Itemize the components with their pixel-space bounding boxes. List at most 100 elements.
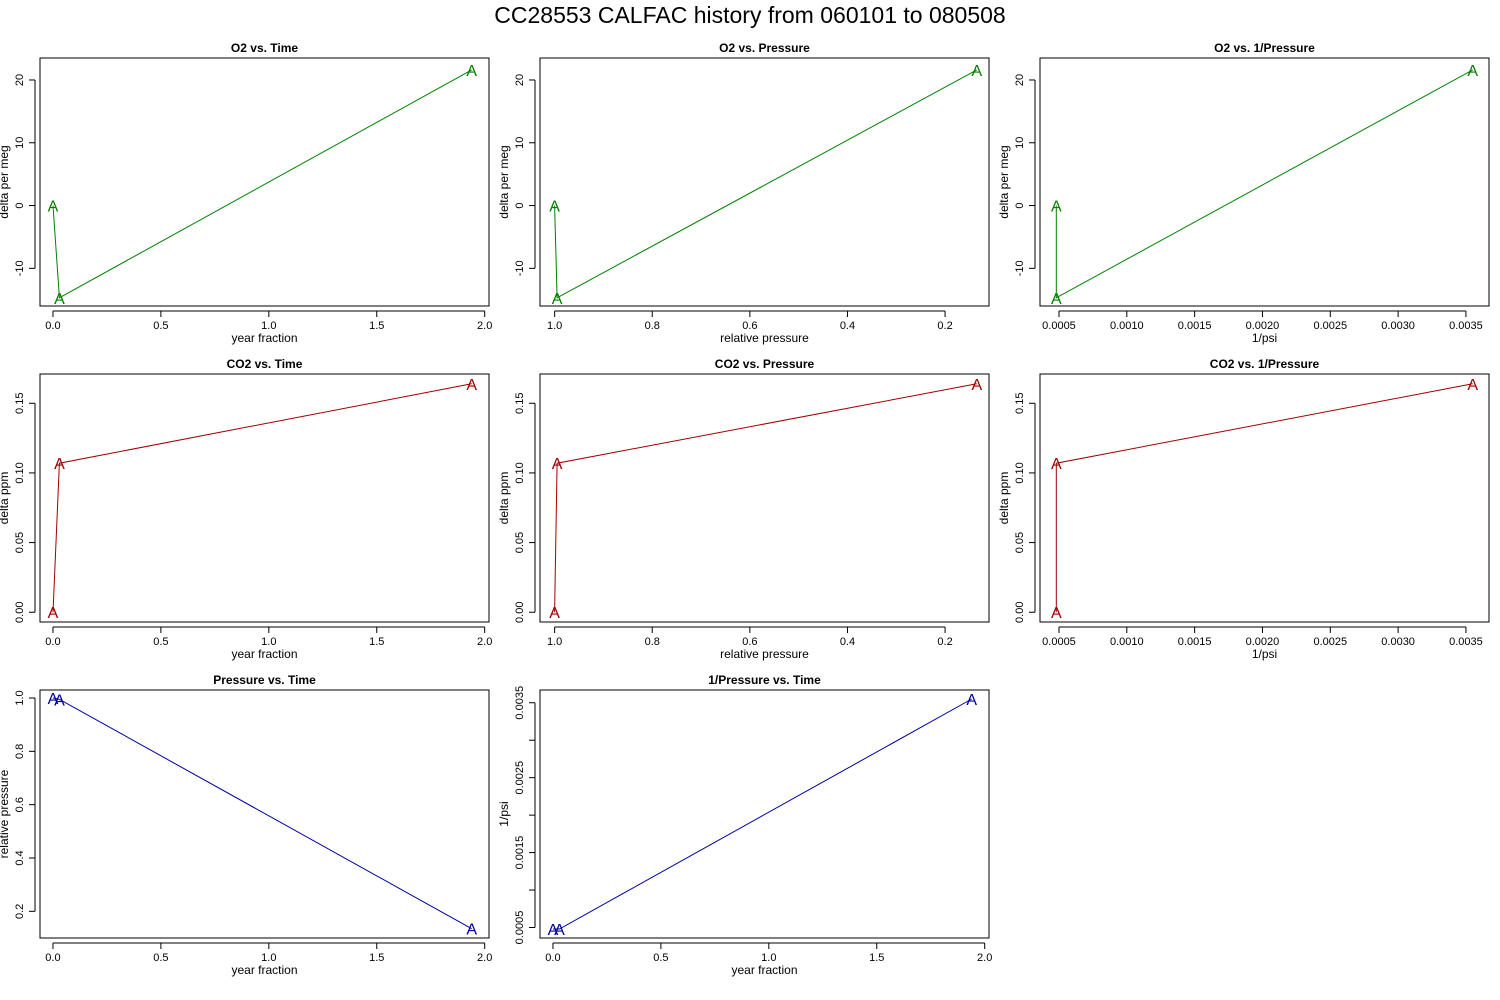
data-point-marker: A	[48, 199, 59, 216]
series-line	[553, 698, 972, 930]
series-line	[52, 383, 472, 613]
data-point-marker: A	[549, 605, 560, 622]
y-tick-label: 0.10	[1014, 462, 1026, 483]
data-point-marker: A	[48, 691, 59, 708]
x-tick-label: 2.0	[477, 952, 492, 964]
y-tick-label: 1.0	[14, 690, 26, 705]
chart-title: CO2 vs. Time	[227, 357, 303, 371]
x-tick-label: 1.0	[261, 952, 276, 964]
x-tick-label: 0.0020	[1246, 320, 1280, 332]
x-axis-label: 1/psi	[1252, 647, 1277, 661]
plot-frame	[539, 373, 990, 623]
series-line	[52, 697, 472, 930]
y-tick-label: 10	[1014, 137, 1026, 149]
y-tick-label: 0.10	[14, 462, 26, 483]
chart-panel-6: CO2 vs. 1/Pressure 0.0005 0.0010 0.0015 0.00…	[997, 357, 1490, 661]
data-point-marker: A	[1467, 63, 1478, 80]
y-axis-label: relative pressure	[0, 769, 11, 858]
y-tick-label: 20	[514, 74, 526, 86]
y-tick-label: 0.00	[1014, 602, 1026, 623]
y-tick-label: 0.00	[514, 602, 526, 623]
data-point-marker: A	[1051, 199, 1062, 216]
y-tick-label: 0.15	[514, 393, 526, 414]
plot-frame	[539, 57, 990, 307]
x-tick-label: 0.0010	[1110, 320, 1144, 332]
x-axis-label: relative pressure	[720, 331, 809, 345]
data-point-marker: A	[1051, 605, 1062, 622]
x-tick-label: 0.0	[45, 636, 60, 648]
chart-title: O2 vs. Time	[231, 41, 298, 55]
x-tick-label: 1.5	[369, 636, 384, 648]
x-tick-label: 0.5	[153, 320, 168, 332]
plot-frame	[39, 689, 490, 939]
x-tick-label: 0.6	[742, 320, 757, 332]
y-tick-label: 20	[14, 74, 26, 86]
chart-panel-8: 1/Pressure vs. Time 0.0 0.5 1.0 1.5 2.0 year f…	[497, 673, 992, 977]
x-tick-label: 0.0035	[1449, 636, 1483, 648]
plot-frame	[39, 57, 490, 307]
x-tick-label: 0.2	[937, 320, 952, 332]
data-point-marker: A	[466, 922, 477, 939]
x-tick-label: 0.0015	[1178, 320, 1212, 332]
y-tick-label: 0.2	[14, 904, 26, 919]
series-line	[52, 69, 472, 299]
y-tick-label: 0.10	[514, 462, 526, 483]
x-tick-label: 0.0005	[1042, 320, 1076, 332]
chart-title: Pressure vs. Time	[213, 673, 316, 687]
x-tick-label: 2.0	[477, 636, 492, 648]
y-tick-label: 0.0015	[514, 836, 526, 870]
y-tick-label: 0	[514, 202, 526, 208]
x-tick-label: 0.0010	[1110, 636, 1144, 648]
x-tick-label: 0.0035	[1449, 320, 1483, 332]
figure-title: CC28553 CALFAC history from 060101 to 08…	[494, 2, 1006, 28]
x-tick-label: 0.0025	[1313, 320, 1347, 332]
data-point-marker: A	[54, 692, 65, 709]
series-line	[1055, 383, 1473, 613]
x-tick-label: 0.0	[45, 952, 60, 964]
y-tick-label: -10	[14, 260, 26, 276]
x-tick-label: 1.0	[761, 952, 776, 964]
x-tick-label: 0.5	[653, 952, 668, 964]
x-axis-label: relative pressure	[720, 647, 809, 661]
chart-panel-7: Pressure vs. Time 0.0 0.5 1.0 1.5 2.0 year fra…	[0, 673, 492, 977]
y-axis-label: delta ppm	[0, 472, 11, 525]
x-axis-label: 1/psi	[1252, 331, 1277, 345]
data-point-marker: A	[552, 291, 563, 308]
x-tick-label: 1.5	[869, 952, 884, 964]
y-tick-label: 20	[1014, 74, 1026, 86]
data-point-marker: A	[971, 63, 982, 80]
data-point-marker: A	[48, 605, 59, 622]
chart-panel-3: O2 vs. 1/Pressure 0.0005 0.0010 0.0015 0.002…	[997, 41, 1490, 345]
x-tick-label: 2.0	[977, 952, 992, 964]
data-point-marker: A	[966, 692, 977, 709]
x-tick-label: 0.4	[840, 636, 855, 648]
x-axis-label: year fraction	[231, 963, 297, 977]
data-point-marker: A	[1051, 291, 1062, 308]
series-line	[1055, 69, 1473, 299]
y-axis-label: delta ppm	[497, 472, 511, 525]
chart-panel-1: O2 vs. Time 0.0 0.5 1.0 1.5 2.0 year fraction -…	[0, 41, 492, 345]
y-tick-label: 0.15	[1014, 393, 1026, 414]
chart-title: O2 vs. 1/Pressure	[1214, 41, 1315, 55]
y-tick-label: 0.15	[14, 393, 26, 414]
x-tick-label: 0.0	[545, 952, 560, 964]
chart-title: 1/Pressure vs. Time	[708, 673, 821, 687]
y-axis-label: delta ppm	[997, 472, 1011, 525]
series-line	[554, 383, 977, 613]
data-point-marker: A	[1051, 456, 1062, 473]
chart-title: O2 vs. Pressure	[719, 41, 810, 55]
y-tick-label: -10	[1014, 260, 1026, 276]
x-tick-label: 0.0015	[1178, 636, 1212, 648]
x-tick-label: 0.4	[840, 320, 855, 332]
y-tick-label: 0.05	[514, 532, 526, 553]
x-tick-label: 0.0030	[1381, 320, 1415, 332]
x-tick-label: 0.0	[45, 320, 60, 332]
x-tick-label: 1.0	[547, 320, 562, 332]
y-tick-label: 10	[514, 137, 526, 149]
data-point-marker: A	[549, 199, 560, 216]
data-point-marker: A	[548, 922, 559, 939]
data-point-marker: A	[554, 922, 565, 939]
chart-panel-4: CO2 vs. Time 0.0 0.5 1.0 1.5 2.0 year fraction…	[0, 357, 492, 661]
x-tick-label: 1.0	[261, 636, 276, 648]
